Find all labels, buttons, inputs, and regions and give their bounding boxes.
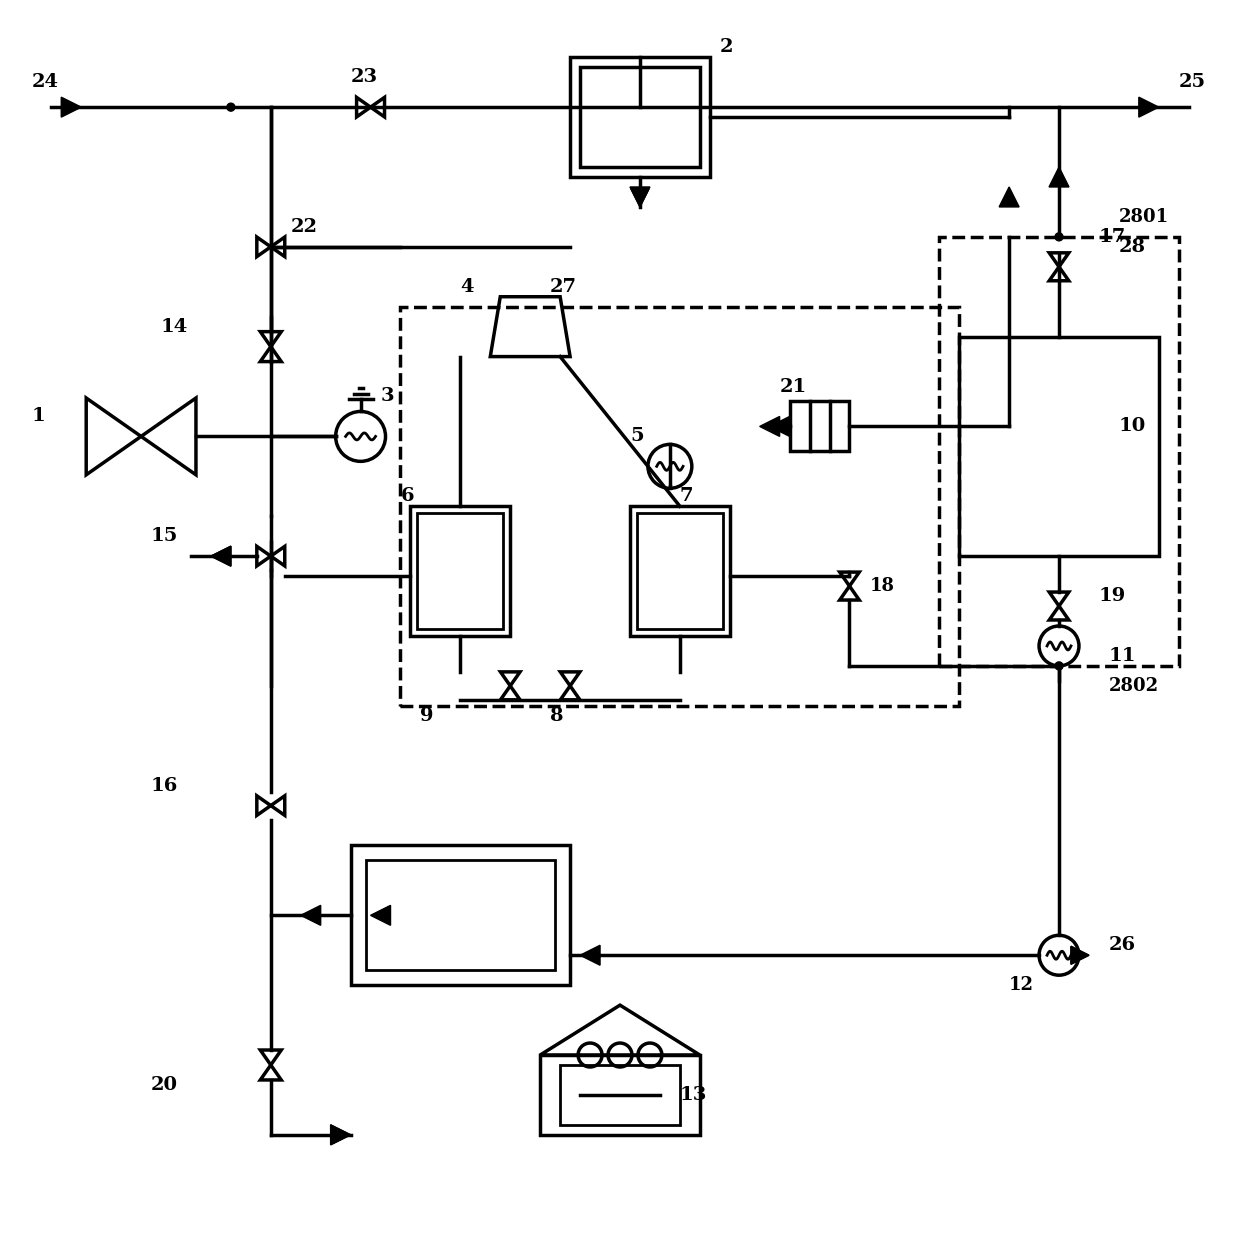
- Bar: [939, 237, 1179, 666]
- Polygon shape: [211, 546, 231, 566]
- Text: 12: 12: [1009, 976, 1034, 994]
- Text: 20: 20: [151, 1077, 179, 1094]
- Text: 19: 19: [1099, 587, 1126, 606]
- Text: 17: 17: [1099, 227, 1126, 246]
- Text: 6: 6: [401, 487, 414, 506]
- Text: 15: 15: [151, 528, 179, 545]
- Bar: [351, 845, 570, 985]
- Polygon shape: [211, 546, 231, 566]
- Text: 25: 25: [1179, 73, 1205, 91]
- Text: 4: 4: [460, 278, 474, 295]
- Bar: [580, 67, 699, 167]
- Bar: [560, 1065, 680, 1125]
- Text: 9: 9: [420, 707, 434, 724]
- Polygon shape: [1138, 98, 1159, 117]
- Text: 11: 11: [1109, 646, 1136, 665]
- Text: 24: 24: [31, 73, 58, 91]
- Text: 5: 5: [630, 428, 644, 445]
- Text: 14: 14: [161, 318, 188, 336]
- Circle shape: [227, 103, 234, 111]
- Text: 22: 22: [290, 218, 317, 236]
- Text: 8: 8: [551, 707, 564, 724]
- Bar: [630, 507, 730, 637]
- Bar: [366, 860, 556, 970]
- Text: 13: 13: [680, 1086, 707, 1104]
- Text: 23: 23: [351, 68, 378, 87]
- Polygon shape: [760, 417, 780, 436]
- Bar: [418, 513, 503, 629]
- Polygon shape: [630, 187, 650, 206]
- Polygon shape: [1071, 947, 1089, 964]
- Text: 28: 28: [1118, 237, 1146, 256]
- Circle shape: [1055, 662, 1063, 670]
- Circle shape: [1055, 232, 1063, 241]
- Bar: [570, 57, 709, 177]
- Bar: [541, 1056, 699, 1135]
- Text: 27: 27: [551, 278, 577, 295]
- Polygon shape: [301, 905, 321, 926]
- Text: 21: 21: [780, 377, 807, 396]
- Polygon shape: [580, 946, 600, 965]
- Bar: [410, 507, 510, 637]
- Polygon shape: [371, 905, 391, 926]
- Polygon shape: [61, 98, 81, 117]
- Text: 3: 3: [381, 388, 394, 405]
- Text: 10: 10: [1118, 418, 1146, 435]
- Polygon shape: [331, 1125, 351, 1145]
- Polygon shape: [999, 187, 1019, 206]
- Polygon shape: [331, 1125, 351, 1145]
- Polygon shape: [1071, 947, 1089, 964]
- Text: 2801: 2801: [1118, 208, 1169, 226]
- Text: 2802: 2802: [1109, 677, 1159, 695]
- Text: 26: 26: [1109, 936, 1136, 954]
- Bar: [637, 513, 723, 629]
- Text: 1: 1: [31, 408, 45, 425]
- Polygon shape: [1049, 167, 1069, 187]
- Text: 18: 18: [869, 577, 894, 595]
- Bar: [960, 336, 1159, 556]
- Text: 16: 16: [151, 776, 179, 795]
- Bar: [401, 307, 960, 706]
- Text: 2: 2: [719, 38, 733, 57]
- Text: 7: 7: [680, 487, 693, 506]
- Polygon shape: [631, 189, 649, 206]
- Polygon shape: [770, 417, 790, 436]
- Bar: [790, 402, 849, 451]
